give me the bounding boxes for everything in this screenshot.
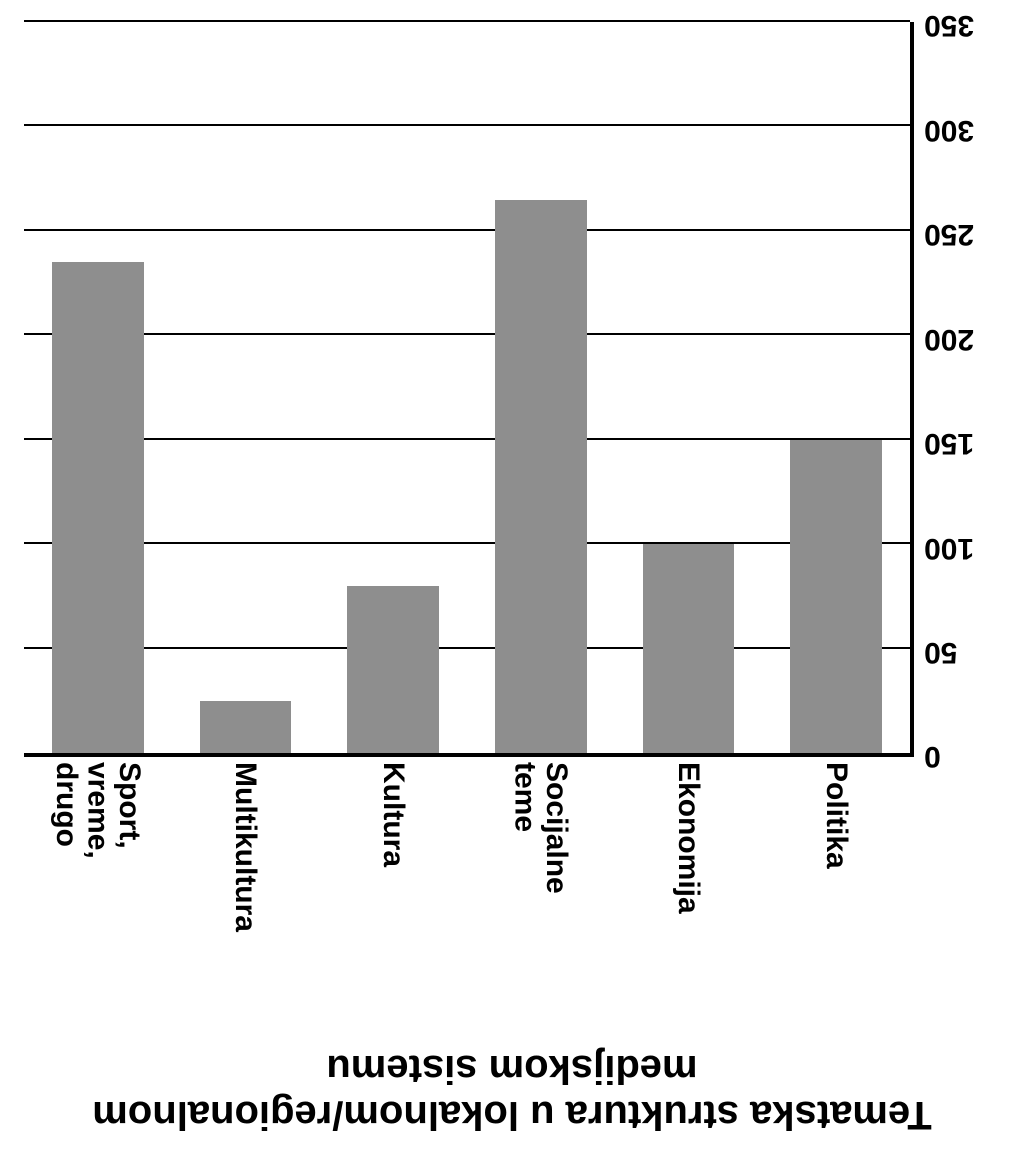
bar [347,586,439,753]
y-tick-label: 50 [924,635,1014,669]
chart-title-line-1: Tematska struktura u lokalnom/regionalno… [0,1092,1024,1137]
y-tick-label: 250 [924,217,1014,251]
grid-line [24,438,910,440]
y-tick-label: 350 [924,9,1014,43]
plot-area [24,22,914,757]
grid-line [24,20,910,22]
chart-title-line-2: medijskom sistemu [0,1046,1024,1091]
category-label: Ekonomija [673,762,705,1037]
bar [495,200,587,753]
grid-line [24,124,910,126]
y-tick-label: 0 [924,740,1014,774]
category-label: Multikultura [230,762,262,1037]
grid-line [24,542,910,544]
grid-line [24,333,910,335]
category-label: Socijalneteme [509,762,572,1037]
category-label: Kultura [377,762,409,1037]
grid-line [24,647,910,649]
bar [200,701,292,753]
y-tick-label: 150 [924,426,1014,460]
y-tick-label: 100 [924,531,1014,565]
y-tick-label: 300 [924,113,1014,147]
bar [790,440,882,753]
bar [643,544,735,753]
y-tick-label: 200 [924,322,1014,356]
grid-line [24,229,910,231]
chart-rotated-stage: Tematska struktura u lokalnom/regionalno… [0,0,1024,1157]
category-label: Sport,vreme,drugo [51,762,146,1037]
bar [52,262,144,753]
category-label: Politika [820,762,852,1037]
